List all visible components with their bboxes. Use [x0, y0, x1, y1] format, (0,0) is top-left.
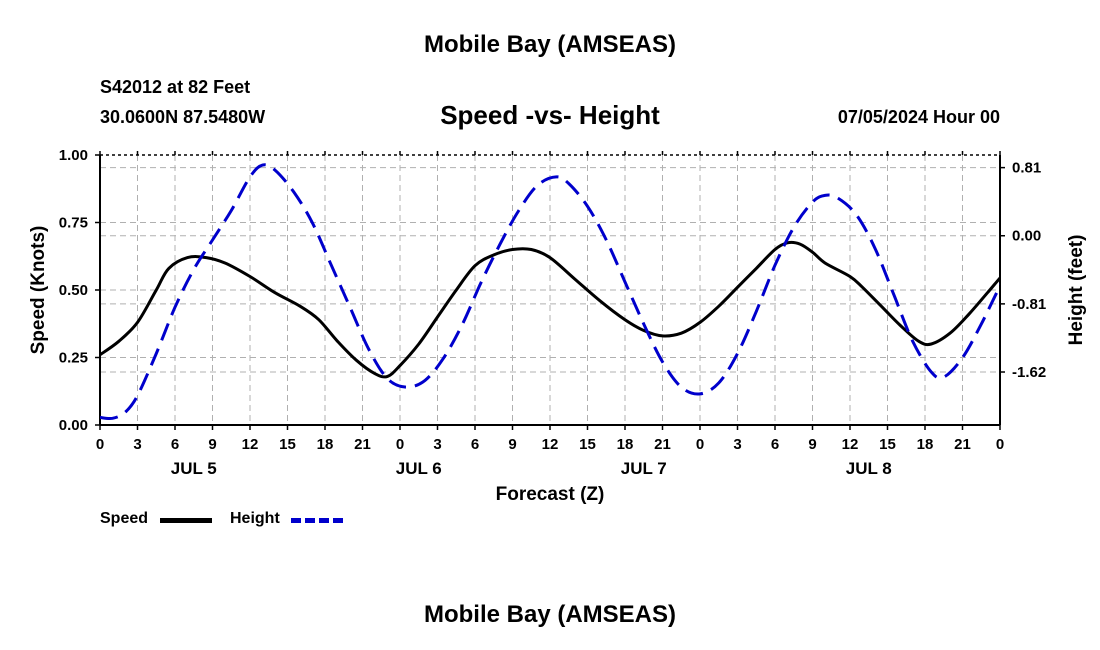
x-tick-label: 18: [917, 436, 934, 453]
x-day-label: JUL 6: [396, 459, 442, 478]
y-tick-label: 0.00: [59, 417, 88, 434]
x-tick-label: 18: [617, 436, 634, 453]
legend-speed-swatch: [160, 518, 212, 523]
speed-height-chart: 0 3 6 9 12 15 18 21 0 3 6 9 12 15 18 21 0 3 6 9 12 15 18 21 0 JUL…: [28, 147, 1087, 505]
y2-tick-label: 0.81: [1012, 160, 1041, 177]
x-tick-label: 9: [508, 436, 516, 453]
y2-axis-title: Height (feet): [1066, 235, 1087, 346]
legend-height-label: Height: [230, 510, 280, 527]
chart-subtitle: Speed -vs- Height: [440, 100, 660, 130]
speed-series-line: [100, 240, 1000, 379]
y-axis-title: Speed (Knots): [28, 226, 49, 355]
x-tick-label: 15: [879, 436, 896, 453]
x-tick-label: 3: [733, 436, 741, 453]
station-label: S42012 at 82 Feet: [100, 77, 251, 97]
x-tick-label: 0: [396, 436, 404, 453]
x-tick-label: 9: [808, 436, 816, 453]
chart-main-title: Mobile Bay (AMSEAS): [423, 31, 677, 58]
x-axis-title: Forecast (Z): [496, 484, 605, 505]
x-tick-label: 21: [654, 436, 671, 453]
x-tick-label: 0: [96, 436, 104, 453]
x-tick-label: 15: [279, 436, 296, 453]
x-tick-label: 3: [133, 436, 141, 453]
x-tick-label: 0: [696, 436, 704, 453]
height-series-line: [100, 163, 1000, 421]
x-tick-label: 12: [842, 436, 859, 453]
x-day-label: JUL 7: [621, 459, 667, 478]
x-day-label: JUL 5: [171, 459, 217, 478]
x-tick-label: 3: [433, 436, 441, 453]
forecast-datetime: 07/05/2024 Hour 00: [837, 107, 1000, 127]
coordinates-label: 30.0600N 87.5480W: [100, 107, 266, 127]
x-tick-label: 6: [171, 436, 179, 453]
y-tick-label: 0.50: [59, 282, 88, 299]
x-tick-label: 21: [954, 436, 971, 453]
x-tick-label: 6: [471, 436, 479, 453]
y2-tick-label: -0.81: [1012, 296, 1046, 313]
footer-title: Mobile Bay (AMSEAS): [423, 601, 677, 628]
legend-height-swatch: [291, 518, 343, 523]
x-tick-label: 15: [579, 436, 596, 453]
y-tick-label: 1.00: [59, 147, 88, 164]
y-tick-label: 0.25: [59, 350, 88, 367]
x-tick-label: 12: [242, 436, 259, 453]
y-tick-label: 0.75: [59, 215, 88, 232]
x-day-label: JUL 8: [846, 459, 892, 478]
x-tick-label: 9: [208, 436, 216, 453]
x-tick-label: 6: [771, 436, 779, 453]
x-tick-label: 21: [354, 436, 371, 453]
x-tick-label: 12: [542, 436, 559, 453]
y2-tick-label: -1.62: [1012, 364, 1046, 381]
x-tick-label: 18: [317, 436, 334, 453]
legend-speed-label: Speed: [100, 510, 149, 527]
x-tick-label: 0: [996, 436, 1004, 453]
y2-tick-label: 0.00: [1012, 228, 1041, 245]
